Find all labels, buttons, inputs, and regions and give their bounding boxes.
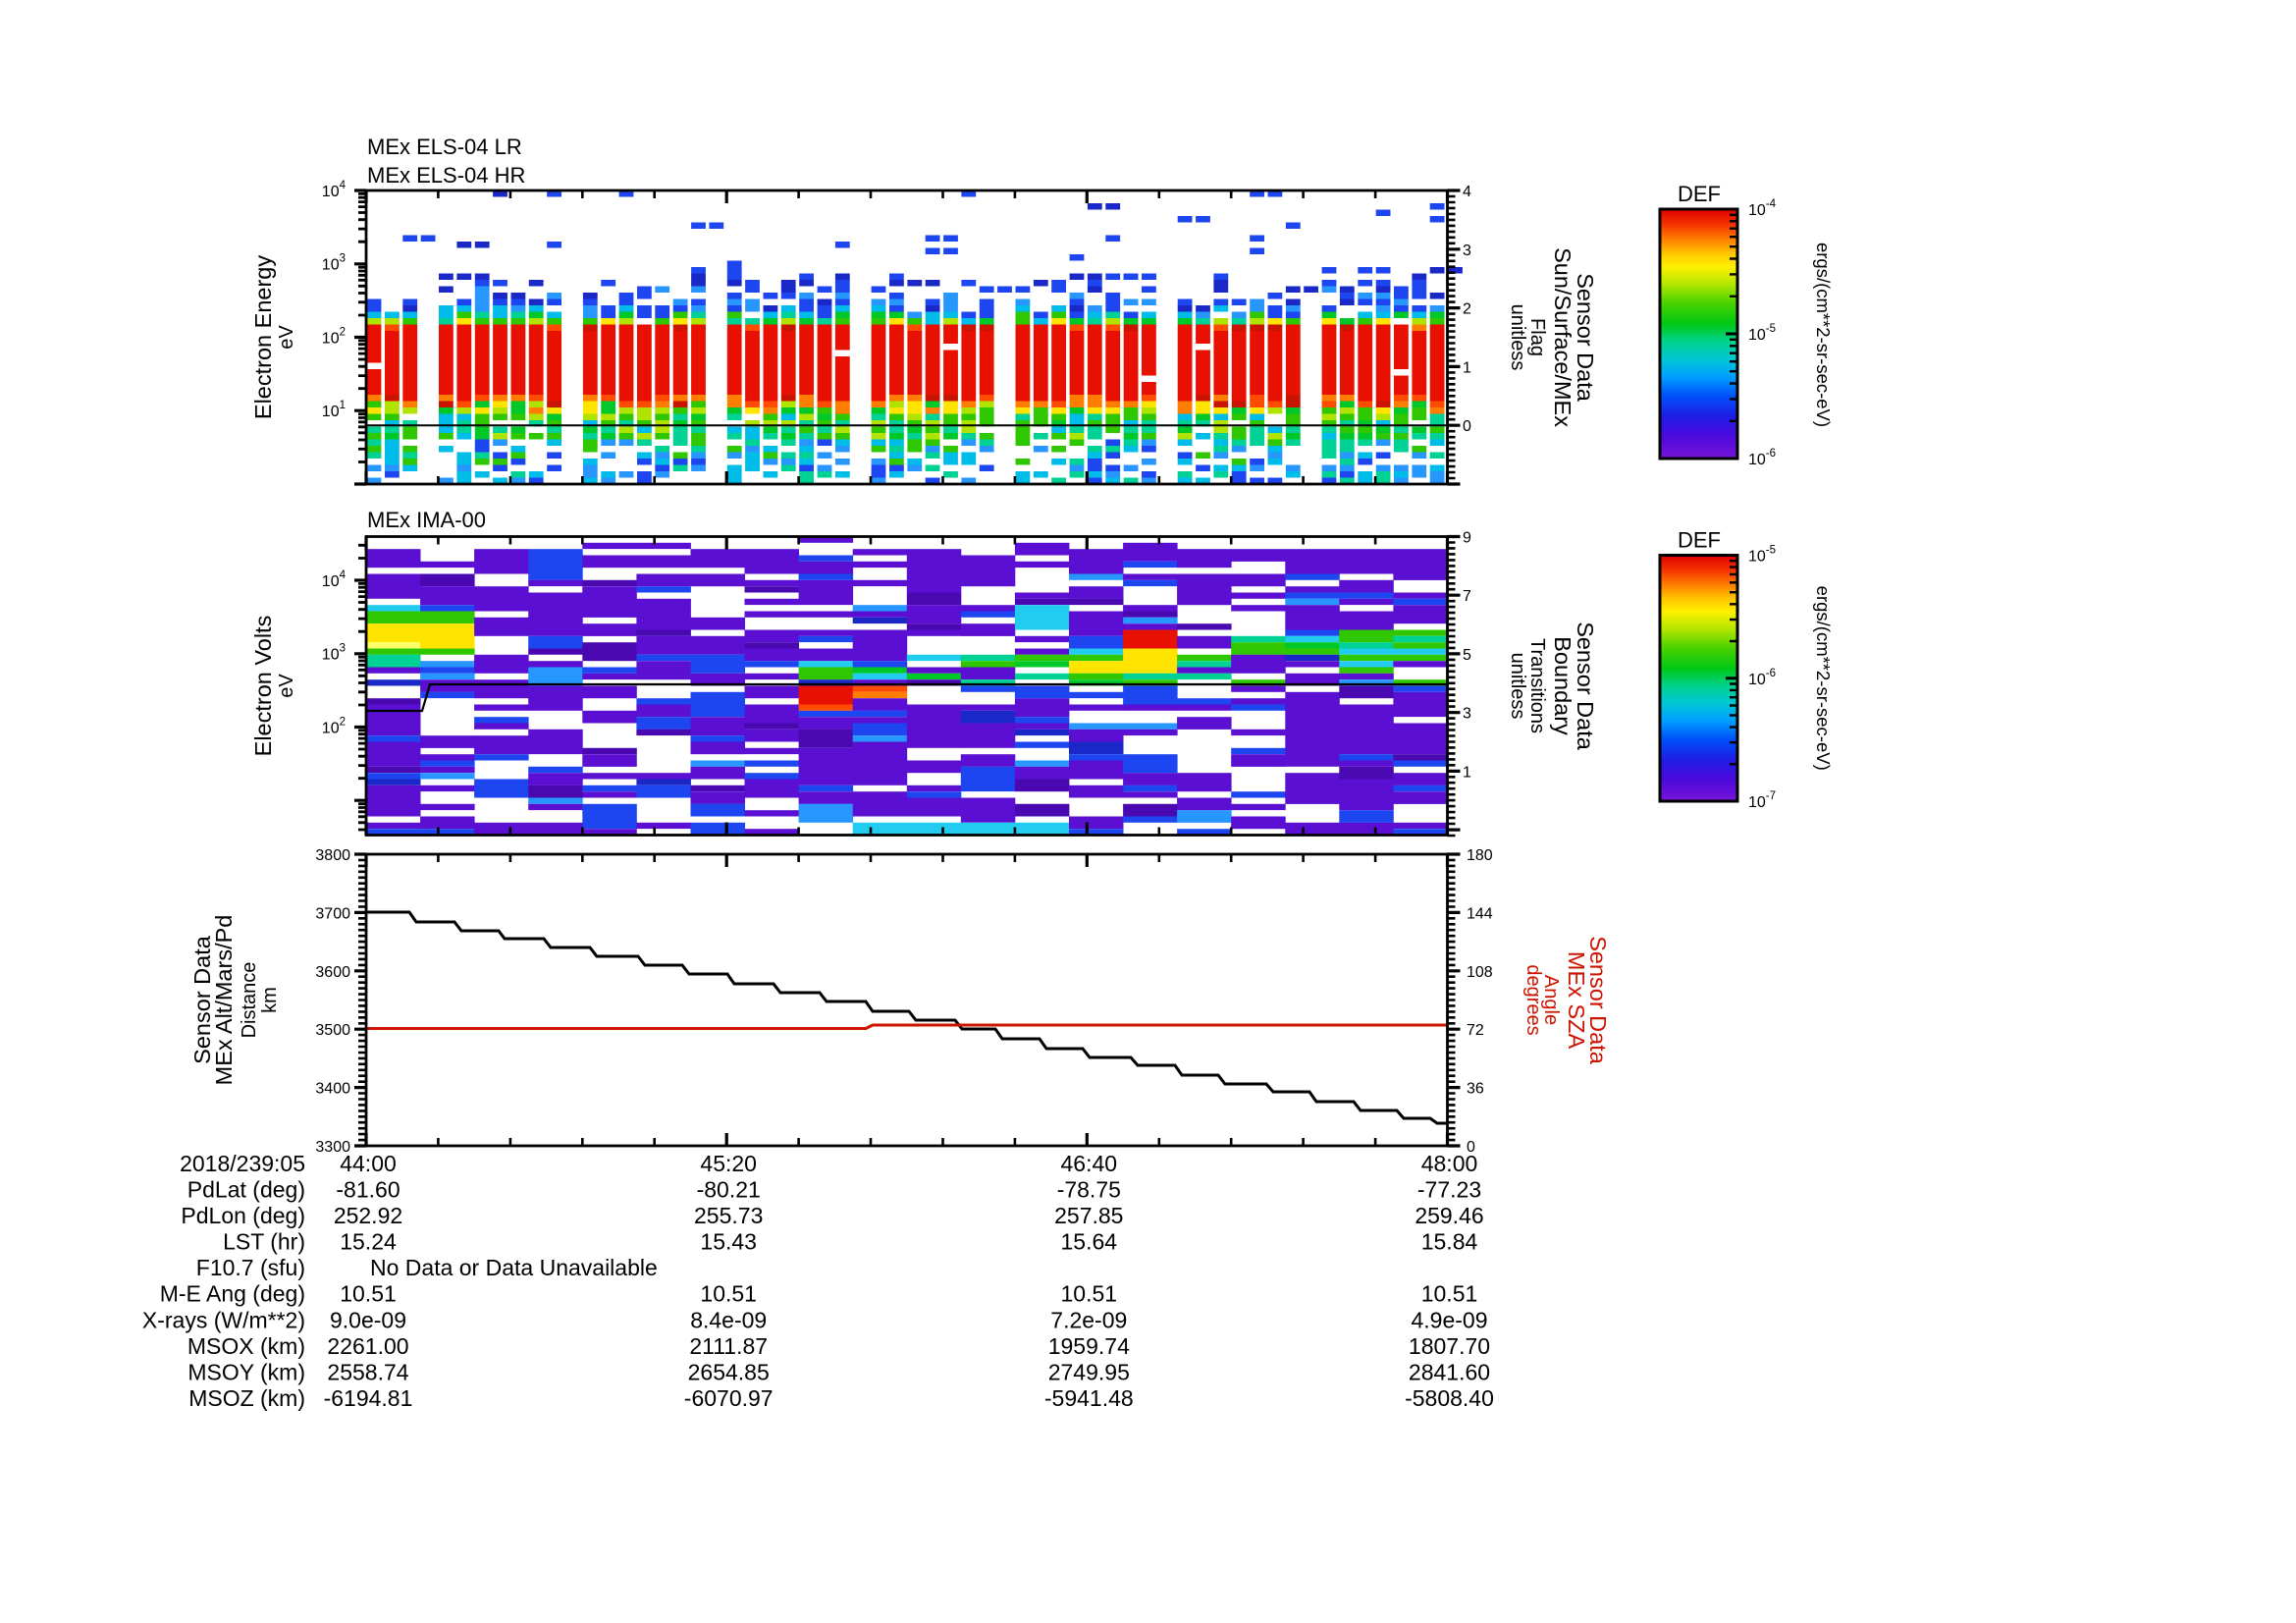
svg-text:180: 180 (1467, 847, 1493, 864)
svg-text:MSOY (km): MSOY (km) (187, 1359, 305, 1384)
svg-text:MSOZ (km): MSOZ (km) (188, 1385, 305, 1411)
svg-text:-77.23: -77.23 (1417, 1177, 1481, 1203)
svg-text:9.0e-09: 9.0e-09 (330, 1307, 406, 1332)
svg-text:15.64: 15.64 (1061, 1229, 1118, 1255)
svg-text:MEx ELS-04 LR: MEx ELS-04 LR (367, 135, 522, 159)
svg-text:MEx ELS-04 HR: MEx ELS-04 HR (367, 163, 525, 188)
svg-text:3: 3 (1463, 243, 1471, 259)
svg-text:-5941.48: -5941.48 (1044, 1385, 1134, 1411)
svg-text:X-rays (W/m**2): X-rays (W/m**2) (142, 1307, 305, 1332)
svg-text:2841.60: 2841.60 (1409, 1359, 1490, 1384)
svg-text:MSOX (km): MSOX (km) (187, 1333, 305, 1359)
svg-text:MEx Alt/Mars/Pd: MEx Alt/Mars/Pd (211, 915, 237, 1086)
svg-text:PdLon (deg): PdLon (deg) (181, 1203, 305, 1228)
svg-text:eV: eV (276, 325, 297, 350)
svg-text:48:00: 48:00 (1421, 1151, 1478, 1176)
svg-text:2261.00: 2261.00 (327, 1333, 408, 1359)
svg-text:108: 108 (1467, 964, 1493, 981)
svg-text:257.85: 257.85 (1054, 1203, 1123, 1228)
svg-text:-6070.97: -6070.97 (684, 1385, 774, 1411)
svg-text:Angle: Angle (1540, 975, 1562, 1025)
svg-text:eV: eV (276, 674, 297, 698)
svg-text:2749.95: 2749.95 (1048, 1359, 1130, 1384)
svg-text:5: 5 (1463, 647, 1471, 664)
svg-text:Sun/Surface/MEx: Sun/Surface/MEx (1550, 247, 1575, 427)
svg-text:46:40: 46:40 (1061, 1151, 1118, 1176)
svg-text:10.51: 10.51 (1421, 1281, 1478, 1307)
svg-text:2111.87: 2111.87 (689, 1333, 768, 1359)
svg-text:8.4e-09: 8.4e-09 (690, 1307, 767, 1332)
svg-text:144: 144 (1467, 905, 1493, 922)
svg-text:km: km (259, 987, 281, 1013)
svg-text:F10.7 (sfu): F10.7 (sfu) (196, 1255, 305, 1280)
svg-text:7: 7 (1463, 588, 1471, 605)
svg-text:4.9e-09: 4.9e-09 (1411, 1307, 1487, 1332)
svg-text:MEx SZA: MEx SZA (1564, 951, 1589, 1050)
svg-text:Transitions: Transitions (1526, 638, 1548, 733)
svg-text:10.51: 10.51 (1061, 1281, 1118, 1307)
svg-text:255.73: 255.73 (694, 1203, 763, 1228)
svg-text:ergs/(cm**2-sr-sec-eV): ergs/(cm**2-sr-sec-eV) (1813, 243, 1834, 427)
svg-text:7.2e-09: 7.2e-09 (1050, 1307, 1127, 1332)
svg-text:2654.85: 2654.85 (688, 1359, 770, 1384)
svg-text:0: 0 (1467, 1139, 1475, 1156)
svg-text:1: 1 (1463, 359, 1471, 376)
svg-text:Sensor Data: Sensor Data (1573, 273, 1598, 403)
svg-text:Flag: Flag (1526, 318, 1548, 356)
svg-text:1807.70: 1807.70 (1409, 1333, 1490, 1359)
svg-text:4: 4 (1463, 184, 1471, 200)
svg-text:1: 1 (1463, 764, 1471, 781)
svg-text:Distance: Distance (239, 962, 260, 1039)
svg-text:3600: 3600 (315, 964, 350, 981)
svg-text:Electron Volts: Electron Volts (250, 616, 276, 757)
svg-text:MEx IMA-00: MEx IMA-00 (367, 508, 486, 532)
svg-text:-5808.40: -5808.40 (1405, 1385, 1494, 1411)
svg-text:15.43: 15.43 (700, 1229, 757, 1255)
svg-text:10.51: 10.51 (700, 1281, 757, 1307)
svg-text:259.46: 259.46 (1415, 1203, 1483, 1228)
svg-text:-78.75: -78.75 (1057, 1177, 1121, 1203)
svg-text:15.84: 15.84 (1421, 1229, 1478, 1255)
svg-text:2: 2 (1463, 301, 1471, 318)
svg-text:M-E Ang (deg): M-E Ang (deg) (160, 1281, 305, 1307)
svg-text:45:20: 45:20 (700, 1151, 757, 1176)
svg-text:44:00: 44:00 (340, 1151, 397, 1176)
svg-text:PdLat (deg): PdLat (deg) (187, 1177, 305, 1203)
svg-text:Sensor Data: Sensor Data (1573, 622, 1598, 751)
svg-text:ergs/(cm**2-sr-sec-eV): ergs/(cm**2-sr-sec-eV) (1813, 586, 1834, 771)
svg-text:Sensor Data: Sensor Data (1585, 936, 1611, 1065)
svg-text:72: 72 (1467, 1022, 1484, 1039)
svg-text:2558.74: 2558.74 (327, 1359, 408, 1384)
svg-text:-80.21: -80.21 (697, 1177, 761, 1203)
svg-text:36: 36 (1467, 1081, 1484, 1098)
svg-text:DEF: DEF (1678, 182, 1721, 206)
svg-text:LST (hr): LST (hr) (223, 1229, 305, 1255)
svg-text:Sensor Data: Sensor Data (189, 935, 215, 1064)
svg-text:Electron Energy: Electron Energy (250, 255, 276, 419)
svg-text:10.51: 10.51 (340, 1281, 397, 1307)
svg-text:3700: 3700 (315, 905, 350, 922)
svg-text:unitless: unitless (1507, 304, 1528, 371)
svg-text:Boundary: Boundary (1550, 636, 1575, 735)
svg-text:DEF: DEF (1678, 528, 1721, 553)
svg-text:1959.74: 1959.74 (1048, 1333, 1130, 1359)
svg-text:0: 0 (1463, 418, 1471, 435)
svg-text:3: 3 (1463, 706, 1471, 723)
svg-text:2018/239:05: 2018/239:05 (180, 1151, 305, 1176)
svg-text:15.24: 15.24 (340, 1229, 397, 1255)
svg-text:-6194.81: -6194.81 (324, 1385, 413, 1411)
svg-text:3300: 3300 (315, 1139, 350, 1156)
svg-text:252.92: 252.92 (334, 1203, 402, 1228)
svg-text:unitless: unitless (1507, 653, 1528, 720)
svg-text:degrees: degrees (1522, 964, 1544, 1035)
svg-text:3800: 3800 (315, 847, 350, 864)
svg-text:9: 9 (1463, 530, 1471, 547)
svg-text:3500: 3500 (315, 1022, 350, 1039)
svg-text:-81.60: -81.60 (336, 1177, 400, 1203)
svg-text:No Data or Data Unavailable: No Data or Data Unavailable (370, 1255, 658, 1280)
svg-text:3400: 3400 (315, 1081, 350, 1098)
